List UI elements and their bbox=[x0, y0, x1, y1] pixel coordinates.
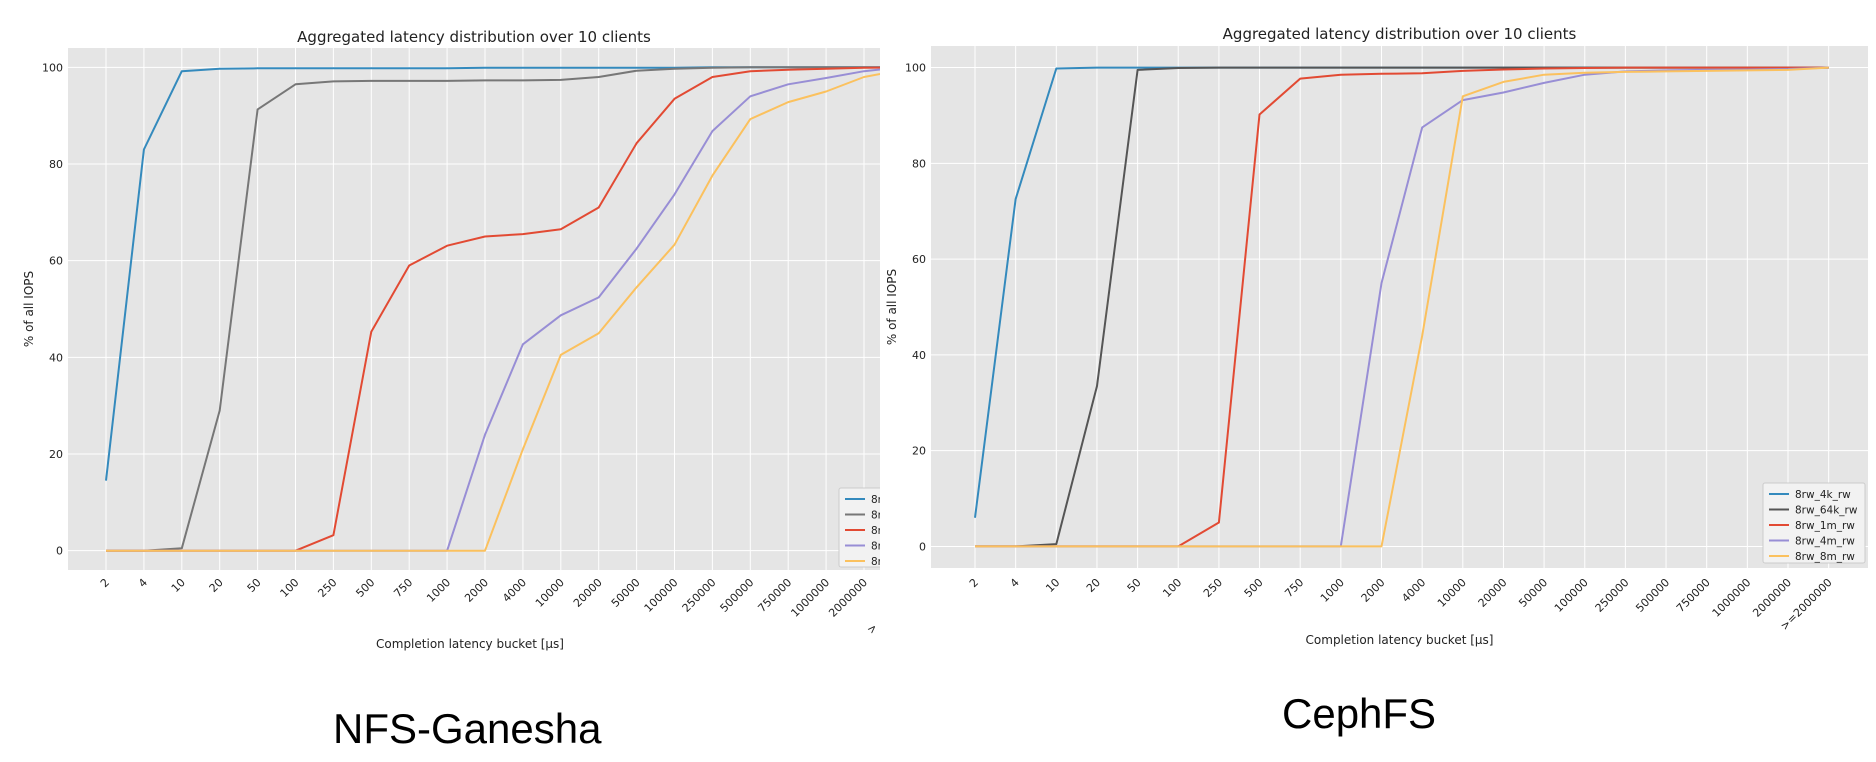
y-tick-label: 100 bbox=[42, 61, 63, 74]
x-tick-label: 10 bbox=[169, 576, 188, 595]
x-tick-label: > bbox=[864, 621, 880, 637]
x-tick-label: 50000 bbox=[1516, 576, 1550, 610]
x-tick-label: 50 bbox=[1125, 576, 1144, 595]
legend: 8r 8r 8r 8r 8r bbox=[838, 487, 883, 568]
x-tick-label: 750000 bbox=[1674, 576, 1713, 615]
x-tick-label: 4 bbox=[136, 576, 150, 590]
chart-title: Aggregated latency distribution over 10 … bbox=[1223, 25, 1577, 43]
y-tick-label: 20 bbox=[912, 445, 926, 458]
plot-background bbox=[68, 48, 880, 570]
y-tick-label: 80 bbox=[912, 157, 926, 170]
legend-label: 8r bbox=[871, 510, 883, 522]
nfs-ganesha-latency-chart: 0 20 40 60 80 100 2 4 10 20 50 100 250 500 750 1000 2000… bbox=[22, 28, 883, 651]
x-tick-label: 10 bbox=[1043, 576, 1062, 595]
series-group bbox=[974, 66, 1829, 548]
x-tick-label: 500 bbox=[1242, 576, 1266, 600]
x-axis-label: Completion latency bucket [µs] bbox=[1306, 633, 1494, 647]
y-tick-label: 0 bbox=[56, 545, 63, 558]
x-tick-label: 10000 bbox=[1435, 576, 1469, 610]
x-tick-label: 4000 bbox=[500, 576, 529, 605]
legend: 8rw_4k_rw 8rw_64k_rw 8rw_1m_rw 8rw_4m_rw 8rw… bbox=[1762, 482, 1866, 564]
y-axis-label: % of all IOPS bbox=[885, 269, 899, 345]
legend-label: 8rw_4k_rw bbox=[1795, 489, 1851, 501]
y-axis-label: % of all IOPS bbox=[22, 271, 36, 347]
legend-box bbox=[1762, 482, 1866, 564]
x-tick-label: 20000 bbox=[571, 576, 605, 610]
y-tick-label: 20 bbox=[49, 448, 63, 461]
x-tick-label: 250000 bbox=[1593, 576, 1632, 615]
y-tick-label: 60 bbox=[49, 255, 63, 268]
series-line-8rw_8m_rw bbox=[975, 66, 1829, 548]
x-tick-label: 750000 bbox=[755, 576, 794, 615]
y-tick-label: 0 bbox=[919, 540, 926, 553]
x-tick-label: 100000 bbox=[1552, 576, 1591, 615]
x-tick-label: 2000000 bbox=[826, 576, 870, 620]
x-tick-label: 2000 bbox=[462, 576, 491, 605]
x-tick-label: 1000000 bbox=[1710, 576, 1754, 620]
x-tick-label: 4000 bbox=[1399, 576, 1428, 605]
y-tick-label: 100 bbox=[905, 62, 926, 75]
x-tick-label: 2000 bbox=[1359, 576, 1388, 605]
x-tick-label: 50000 bbox=[609, 576, 643, 610]
cephfs-caption: CephFS bbox=[1282, 690, 1437, 737]
x-tick-label: 1000000 bbox=[788, 576, 832, 620]
x-tick-label: 1000 bbox=[424, 576, 453, 605]
x-tick-label: 20 bbox=[207, 576, 226, 595]
nfs-ganesha-caption: NFS-Ganesha bbox=[333, 705, 602, 752]
series-group bbox=[105, 66, 880, 552]
series-line-series-2 bbox=[106, 66, 880, 552]
legend-box bbox=[838, 487, 880, 568]
x-tick-label: 250 bbox=[1201, 576, 1225, 600]
x-tick-label: 20000 bbox=[1476, 576, 1510, 610]
x-tick-label: 100 bbox=[278, 576, 302, 600]
x-tick-label: 500 bbox=[353, 576, 377, 600]
x-tick-label: 250 bbox=[315, 576, 339, 600]
cephfs-latency-chart: 0 20 40 60 80 100 2 4 10 20 50 100 250 500 750 1000 2000… bbox=[885, 25, 1868, 647]
x-tick-label: 100 bbox=[1160, 576, 1184, 600]
legend-label: 8r bbox=[871, 556, 883, 568]
x-tick-label: 1000 bbox=[1318, 576, 1347, 605]
series-line-series-5 bbox=[106, 72, 880, 552]
legend-label: 8r bbox=[871, 525, 883, 537]
legend-label: 8rw_4m_rw bbox=[1795, 536, 1855, 548]
x-tick-label: 500000 bbox=[718, 576, 757, 615]
legend-label: 8rw_64k_rw bbox=[1795, 505, 1858, 517]
x-tick-label: 750 bbox=[1282, 576, 1306, 600]
x-tick-label: 500000 bbox=[1633, 576, 1672, 615]
x-tick-label: 250000 bbox=[680, 576, 719, 615]
x-tick-label: 10000 bbox=[533, 576, 567, 610]
chart-title: Aggregated latency distribution over 10 … bbox=[297, 28, 651, 46]
y-tick-label: 80 bbox=[49, 158, 63, 171]
legend-label: 8r bbox=[871, 541, 883, 553]
x-tick-label: 20 bbox=[1084, 576, 1103, 595]
x-tick-label: 50 bbox=[245, 576, 264, 595]
legend-label: 8rw_8m_rw bbox=[1795, 551, 1855, 563]
y-tick-label: 60 bbox=[912, 253, 926, 266]
x-axis-label: Completion latency bucket [µs] bbox=[376, 637, 564, 651]
plot-background bbox=[931, 46, 1868, 568]
legend-label: 8rw_1m_rw bbox=[1795, 520, 1855, 532]
x-tick-label: 100000 bbox=[642, 576, 681, 615]
x-tick-label: 750 bbox=[391, 576, 415, 600]
x-tick-label: 2 bbox=[98, 576, 112, 590]
legend-label: 8r bbox=[871, 494, 883, 506]
x-tick-label: 4 bbox=[1008, 576, 1022, 590]
x-tick-label: 2 bbox=[967, 576, 981, 590]
y-tick-label: 40 bbox=[912, 349, 926, 362]
y-tick-label: 40 bbox=[49, 351, 63, 364]
